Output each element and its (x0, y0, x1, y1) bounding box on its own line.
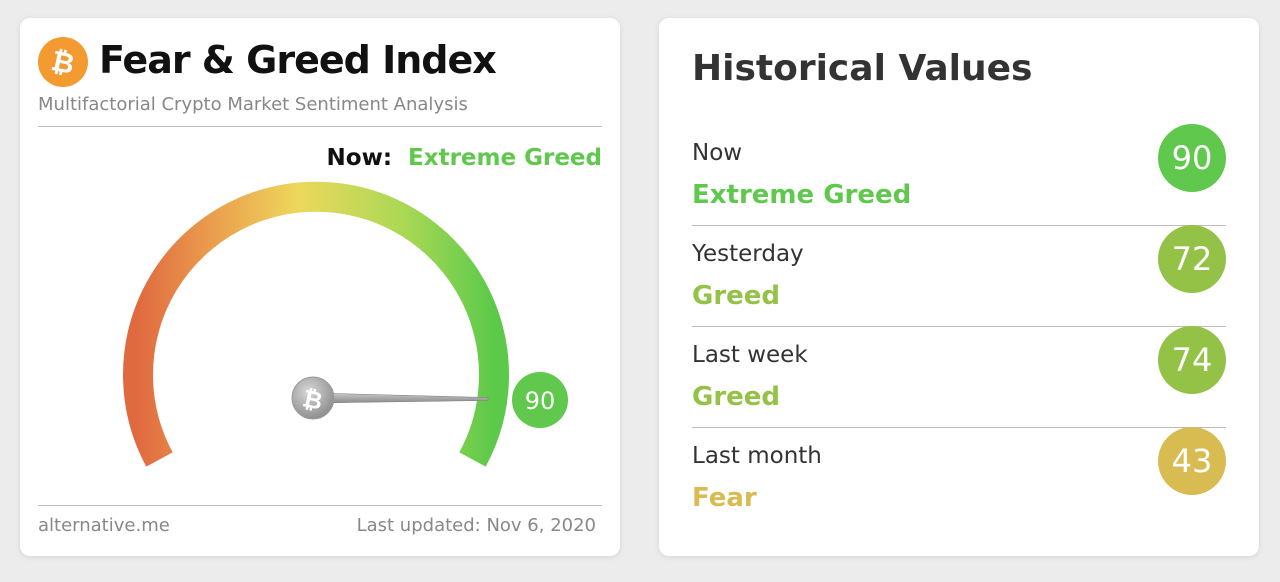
header-divider (38, 126, 602, 127)
gauge-hub-bitcoin-icon: ₿ (291, 376, 335, 420)
footer-divider (38, 505, 602, 506)
fear-greed-card: ₿ Fear & Greed Index Multifactorial Cryp… (20, 18, 620, 556)
gauge-needle (312, 392, 489, 404)
history-classification: Fear (692, 483, 757, 513)
row-divider (692, 225, 1226, 226)
history-classification: Greed (692, 382, 781, 412)
gauge-value-badge: 90 (512, 372, 568, 428)
history-value-badge: 74 (1158, 326, 1226, 394)
history-classification: Extreme Greed (692, 180, 912, 210)
now-classification: Extreme Greed (408, 145, 602, 171)
historical-title: Historical Values (692, 48, 1033, 89)
history-row-last-week: Last week Greed 74 (692, 326, 1226, 442)
source-site: alternative.me (38, 515, 170, 536)
history-value-badge: 72 (1158, 225, 1226, 293)
history-label: Now (692, 140, 743, 166)
history-label: Last month (692, 443, 822, 469)
history-row-now: Now Extreme Greed 90 (692, 124, 1226, 240)
row-divider (692, 427, 1226, 428)
history-value-badge: 90 (1158, 124, 1226, 192)
history-label: Last week (692, 342, 808, 368)
last-updated: Last updated: Nov 6, 2020 (356, 515, 596, 536)
now-label: Now: (326, 145, 393, 171)
svg-text:90: 90 (525, 387, 556, 415)
history-classification: Greed (692, 281, 781, 311)
history-value-badge: 43 (1158, 427, 1226, 495)
historical-values-card: Historical Values Now Extreme Greed 90 Y… (659, 18, 1259, 556)
widget-subtitle: Multifactorial Crypto Market Sentiment A… (38, 94, 468, 115)
gauge-arc (123, 181, 509, 467)
row-divider (692, 326, 1226, 327)
history-row-last-month: Last month Fear 43 (692, 427, 1226, 543)
history-row-yesterday: Yesterday Greed 72 (692, 225, 1226, 341)
now-status: Now: Extreme Greed (327, 145, 602, 171)
widget-title: Fear & Greed Index (99, 38, 497, 82)
sentiment-gauge: ₿ 90 (123, 181, 568, 467)
history-label: Yesterday (692, 241, 804, 267)
bitcoin-icon: ₿ (38, 37, 88, 87)
